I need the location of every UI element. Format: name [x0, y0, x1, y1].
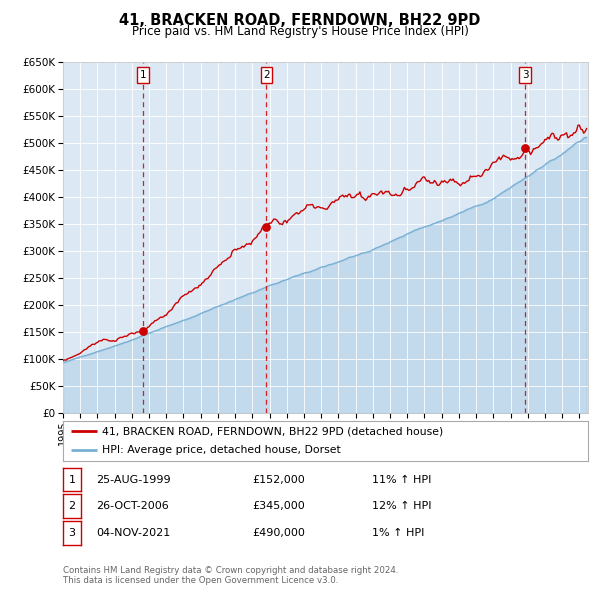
- Text: £152,000: £152,000: [252, 475, 305, 484]
- Text: Contains HM Land Registry data © Crown copyright and database right 2024.
This d: Contains HM Land Registry data © Crown c…: [63, 566, 398, 585]
- Point: [138, 326, 148, 336]
- Text: HPI: Average price, detached house, Dorset: HPI: Average price, detached house, Dors…: [103, 445, 341, 455]
- Text: 26-OCT-2006: 26-OCT-2006: [96, 502, 169, 511]
- Text: 11% ↑ HPI: 11% ↑ HPI: [372, 475, 431, 484]
- Text: 3: 3: [68, 528, 76, 537]
- Text: £490,000: £490,000: [252, 528, 305, 537]
- Text: £345,000: £345,000: [252, 502, 305, 511]
- Text: 25-AUG-1999: 25-AUG-1999: [96, 475, 170, 484]
- Text: 04-NOV-2021: 04-NOV-2021: [96, 528, 170, 537]
- Text: 2: 2: [263, 70, 270, 80]
- Point: [520, 143, 530, 153]
- Text: Price paid vs. HM Land Registry's House Price Index (HPI): Price paid vs. HM Land Registry's House …: [131, 25, 469, 38]
- Point: [262, 222, 271, 231]
- Text: 12% ↑ HPI: 12% ↑ HPI: [372, 502, 431, 511]
- Text: 1: 1: [140, 70, 146, 80]
- Text: 1: 1: [68, 475, 76, 484]
- Text: 41, BRACKEN ROAD, FERNDOWN, BH22 9PD: 41, BRACKEN ROAD, FERNDOWN, BH22 9PD: [119, 13, 481, 28]
- Text: 2: 2: [68, 502, 76, 511]
- Text: 41, BRACKEN ROAD, FERNDOWN, BH22 9PD (detached house): 41, BRACKEN ROAD, FERNDOWN, BH22 9PD (de…: [103, 427, 443, 436]
- Text: 1% ↑ HPI: 1% ↑ HPI: [372, 528, 424, 537]
- Text: 3: 3: [521, 70, 529, 80]
